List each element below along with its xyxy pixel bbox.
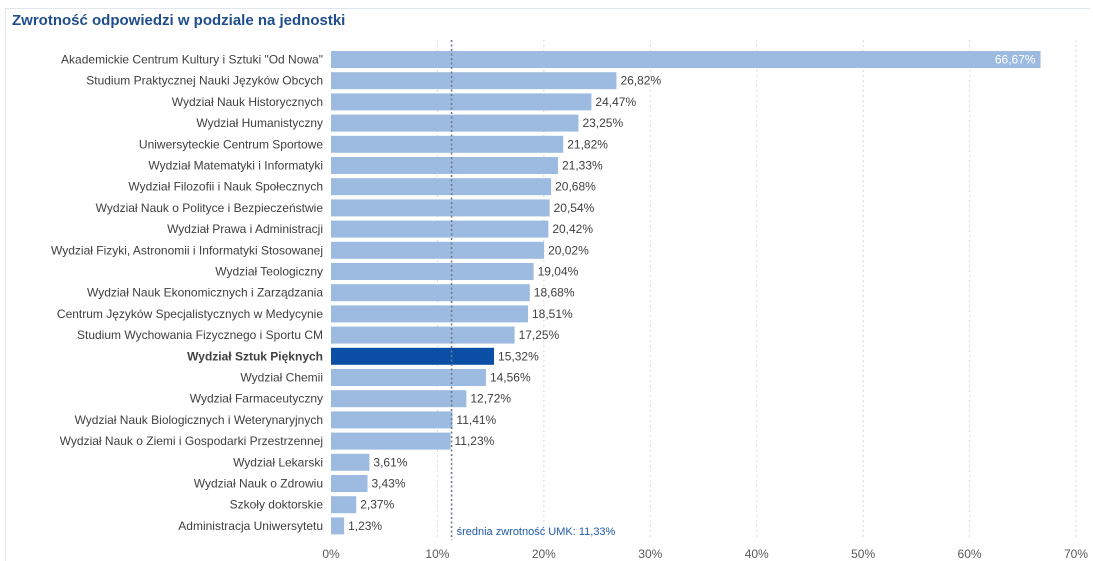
category-label: Wydział Lekarski <box>233 455 323 469</box>
category-label: Uniwersyteckie Centrum Sportowe <box>139 137 323 151</box>
bar <box>331 220 549 238</box>
category-label: Wydział Nauk Biologicznych i Weterynaryj… <box>75 413 323 427</box>
data-label: 18,51% <box>532 307 573 321</box>
bar <box>331 178 552 196</box>
bar <box>331 241 545 259</box>
data-label: 11,23% <box>455 434 495 448</box>
bar <box>331 390 467 408</box>
bar <box>331 135 564 153</box>
category-label: Wydział Nauk o Polityce i Bezpieczeństwi… <box>96 201 324 215</box>
x-tick-label: 70% <box>1064 547 1088 561</box>
bar <box>331 453 370 471</box>
x-tick-label: 50% <box>851 547 875 561</box>
category-label: Wydział Chemii <box>240 371 323 385</box>
chart-title: Zwrotność odpowiedzi w podziale na jedno… <box>12 12 346 29</box>
category-label: Wydział Sztuk Pięknych <box>187 349 323 363</box>
category-label: Akademickie Centrum Kultury i Sztuki "Od… <box>61 53 323 67</box>
x-tick-label: 60% <box>958 547 982 561</box>
category-label: Centrum Języków Specjalistycznych w Medy… <box>57 307 323 321</box>
category-label: Wydział Nauk Ekonomicznych i Zarządzania <box>87 286 323 300</box>
bar <box>331 411 453 429</box>
data-label: 17,25% <box>519 328 560 342</box>
category-label: Wydział Nauk o Zdrowiu <box>194 477 323 491</box>
bar <box>331 517 345 535</box>
category-label: Wydział Farmaceutyczny <box>190 392 323 406</box>
data-label: 26,82% <box>620 74 661 88</box>
category-label: Studium Wychowania Fizycznego i Sportu C… <box>77 328 323 342</box>
category-label: Wydział Prawa i Administracji <box>167 222 323 236</box>
data-label: 18,68% <box>534 286 575 300</box>
data-label: 11,41% <box>456 413 496 427</box>
bars <box>331 51 1041 535</box>
bar <box>331 347 495 365</box>
category-label: Wydział Nauk o Ziemi i Gospodarki Przest… <box>60 434 323 448</box>
value-labels: 66,67% 26,82% 24,47% 23,25% 21,82% 21,33% 20,6… <box>348 53 1036 533</box>
data-label: 21,82% <box>567 137 608 151</box>
x-tick-label: 10% <box>425 547 449 561</box>
data-label: 20,54% <box>554 201 595 215</box>
data-label: 3,61% <box>373 455 407 469</box>
data-label: 15,32% <box>498 349 539 363</box>
category-label: Studium Praktycznej Nauki Języków Obcych <box>86 74 323 88</box>
average-label: średnia zwrotność UMK: 11,33% <box>457 526 616 538</box>
bar <box>331 369 486 386</box>
chart-frame <box>5 8 1090 561</box>
bar <box>331 157 559 174</box>
data-label: 2,37% <box>360 498 394 512</box>
category-label: Wydział Humanistyczny <box>196 116 323 130</box>
x-tick-label: 40% <box>745 547 769 561</box>
bar <box>331 51 1041 68</box>
category-label: Wydział Matematyki i Informatyki <box>148 159 323 173</box>
category-label: Wydział Fizyki, Astronomii i Informatyki… <box>51 243 323 257</box>
bar <box>331 496 357 514</box>
average-line-group: średnia zwrotność UMK: 11,33% <box>450 40 616 540</box>
bar <box>331 93 592 111</box>
bar <box>331 326 515 344</box>
category-label: Administracja Uniwersytetu <box>178 519 323 533</box>
data-label: 12,72% <box>470 392 511 406</box>
data-label: 21,33% <box>562 159 603 173</box>
category-label: Wydział Nauk Historycznych <box>172 95 323 109</box>
x-tick-label: 0% <box>322 547 340 561</box>
data-label: 24,47% <box>595 95 636 109</box>
category-label: Szkoły doktorskie <box>230 498 324 512</box>
bar <box>331 199 550 217</box>
x-tick-label: 30% <box>638 547 662 561</box>
data-label: 14,56% <box>490 371 531 385</box>
category-label: Wydział Filozofii i Nauk Społecznych <box>128 180 323 194</box>
bar <box>331 263 534 280</box>
bar <box>331 305 528 323</box>
x-axis-tick-labels: 0% 10% 20% 30% 40% 50% 60% 70% <box>322 547 1088 561</box>
bar <box>331 114 579 132</box>
data-label: 1,23% <box>348 519 382 533</box>
data-label: 20,68% <box>555 180 596 194</box>
category-labels: Akademickie Centrum Kultury i Sztuki "Od… <box>51 53 323 533</box>
bar <box>331 72 617 90</box>
bar <box>331 284 530 302</box>
bar <box>331 432 451 450</box>
data-label: 19,04% <box>538 265 579 279</box>
x-tick-label: 20% <box>532 547 556 561</box>
bar <box>331 475 368 492</box>
data-label: 3,43% <box>372 477 406 491</box>
data-label: 20,42% <box>552 222 593 236</box>
data-label: 23,25% <box>582 116 623 130</box>
category-label: Wydział Teologiczny <box>215 265 323 279</box>
data-label: 66,67% <box>995 53 1036 67</box>
data-label: 20,02% <box>548 243 589 257</box>
